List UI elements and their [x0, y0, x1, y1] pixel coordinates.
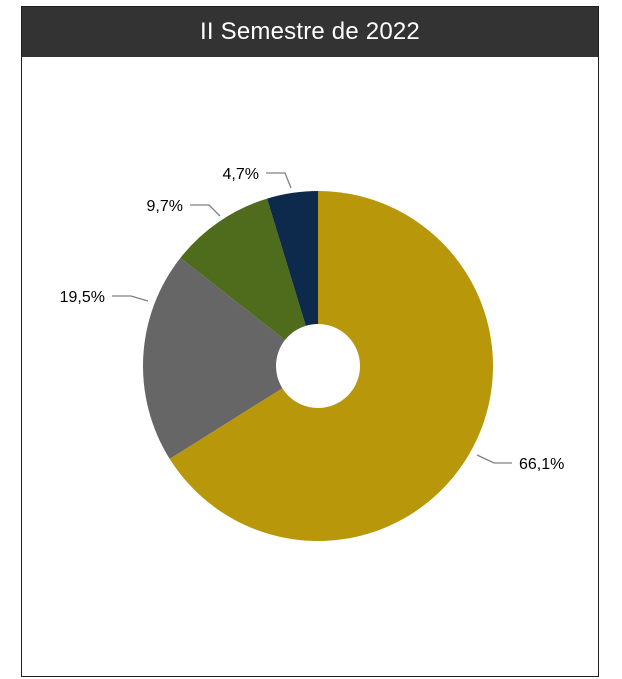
leader-line-2: [112, 295, 149, 302]
data-label-1: 66,1%: [519, 456, 564, 473]
donut-slices: [142, 191, 493, 542]
donut-slice-4: [267, 191, 318, 326]
chart-frame: II Semestre de 2022: [21, 6, 599, 677]
donut-slice-2: [142, 257, 285, 459]
chart-title: II Semestre de 2022: [22, 7, 598, 57]
data-labels: 66,1% 19,5% 9,7% 4,7%: [60, 166, 565, 473]
data-label-3: 9,7%: [147, 198, 183, 215]
data-label-2: 19,5%: [60, 289, 105, 306]
leader-line-3: [190, 204, 221, 217]
leader-lines: [112, 172, 512, 464]
donut-slice-1: [169, 191, 493, 542]
leader-line-1: [476, 454, 512, 464]
leader-line-4: [266, 172, 292, 189]
data-label-4: 4,7%: [223, 166, 259, 183]
donut-slice-3: [180, 198, 306, 341]
